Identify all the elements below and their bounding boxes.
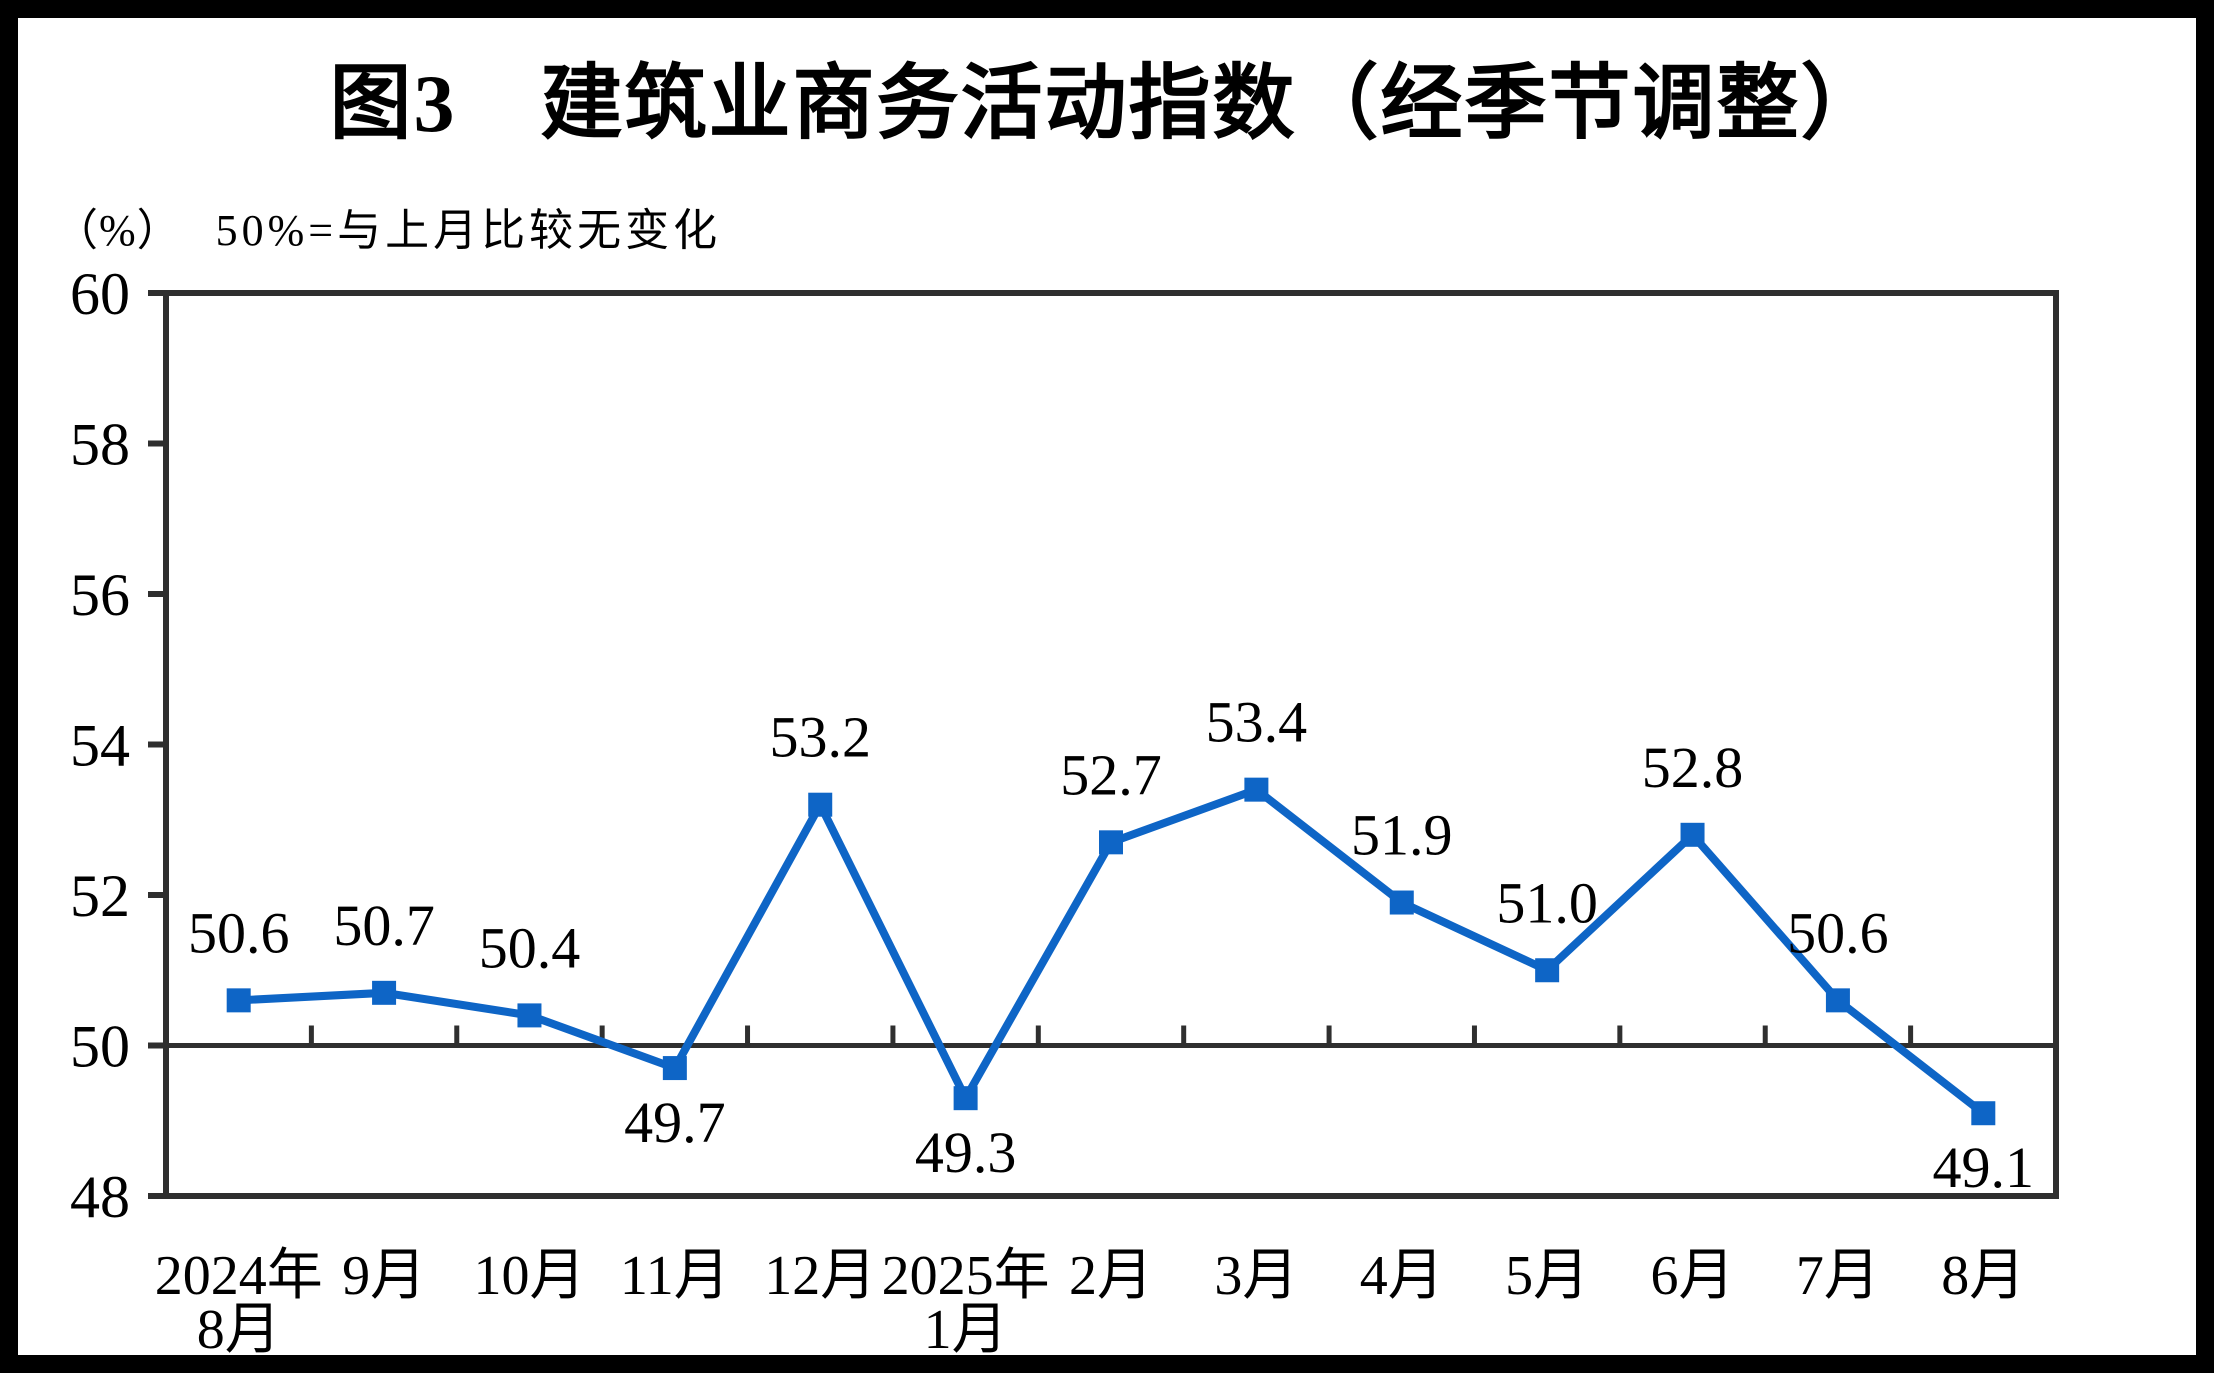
data-point-marker	[1389, 890, 1414, 915]
data-point-label: 49.1	[1933, 1135, 2035, 1200]
data-point-label: 49.3	[915, 1120, 1017, 1185]
data-point-marker	[1825, 988, 1850, 1013]
y-axis-unit-label: （%）	[54, 206, 182, 255]
data-point-label: 50.6	[188, 900, 290, 965]
y-tick-label: 56	[70, 562, 130, 628]
x-axis-label: 10月	[473, 1245, 585, 1307]
x-axis-label: 8月	[1941, 1245, 2025, 1307]
data-point-label: 52.7	[1060, 742, 1162, 807]
data-point-marker	[1535, 958, 1560, 983]
data-point-marker	[226, 988, 251, 1013]
data-point-marker	[1099, 830, 1123, 855]
x-axis-label: 6月	[1651, 1245, 1735, 1307]
y-tick-label: 50	[70, 1014, 130, 1080]
data-point-label: 50.7	[333, 893, 435, 958]
x-axis-label-line2: 8月	[197, 1299, 281, 1361]
subtitle-row: （%） 50%=与上月比较无变化	[54, 194, 721, 258]
y-tick-label: 58	[70, 412, 130, 478]
y-tick-label: 52	[70, 863, 130, 929]
y-tick-label: 48	[70, 1164, 130, 1230]
x-axis-label: 7月	[1796, 1245, 1880, 1307]
y-tick-label: 60	[70, 261, 130, 327]
x-axis-label: 4月	[1360, 1245, 1444, 1307]
x-axis-label: 12月	[764, 1245, 876, 1307]
data-point-label: 50.6	[1787, 900, 1889, 965]
data-point-label: 51.9	[1351, 803, 1453, 868]
data-point-marker	[372, 980, 397, 1005]
data-point-marker	[808, 792, 833, 817]
x-axis-label: 2025年	[882, 1245, 1050, 1307]
x-axis-label: 3月	[1214, 1245, 1298, 1307]
data-point-marker	[953, 1086, 978, 1111]
x-axis-label: 2024年	[155, 1245, 323, 1307]
x-axis-label: 5月	[1505, 1245, 1589, 1307]
x-axis-label: 9月	[342, 1245, 426, 1307]
data-point-label: 50.4	[479, 915, 581, 980]
data-point-label: 52.8	[1642, 735, 1744, 800]
y-tick-label: 54	[70, 713, 130, 779]
data-point-marker	[1244, 777, 1269, 802]
data-point-label: 49.7	[624, 1090, 726, 1155]
data-point-label: 53.4	[1206, 690, 1308, 755]
data-point-marker	[1971, 1101, 1996, 1126]
x-axis-label: 11月	[620, 1245, 730, 1307]
x-axis-label-line2: 1月	[924, 1299, 1008, 1361]
x-axis-label: 2月	[1069, 1245, 1153, 1307]
reference-line-note: 50%=与上月比较无变化	[215, 206, 722, 255]
data-point-label: 51.0	[1496, 870, 1598, 935]
data-point-marker	[1680, 822, 1705, 847]
chart-title: 图3 建筑业商务活动指数（经季节调整）	[329, 58, 1885, 149]
plot-frame	[163, 290, 2059, 1199]
data-point-marker	[517, 1003, 542, 1028]
data-point-label: 53.2	[769, 705, 871, 770]
data-point-marker	[662, 1056, 687, 1081]
